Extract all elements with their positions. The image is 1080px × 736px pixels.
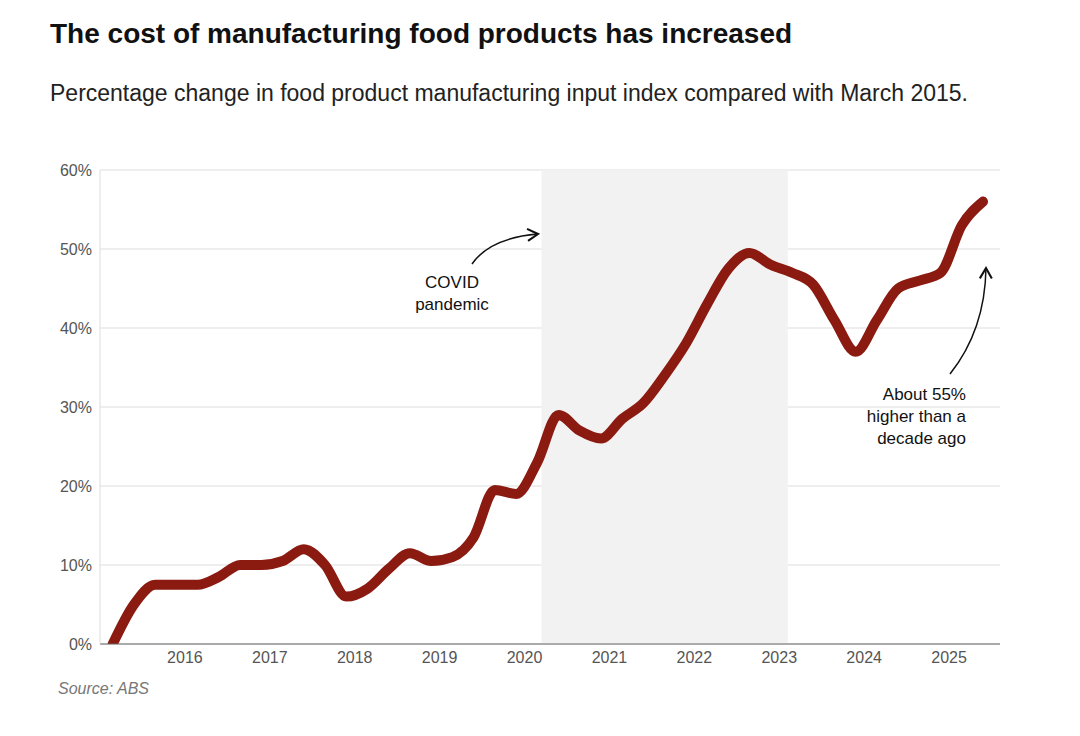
svg-text:50%: 50% xyxy=(60,241,92,258)
svg-text:2020: 2020 xyxy=(507,649,543,666)
html-text:Source: ABS: Source: ABS xyxy=(58,680,149,697)
html-text:Percentage change in food prod: Percentage change in food product manufa… xyxy=(50,80,968,106)
svg-text:2023: 2023 xyxy=(761,649,797,666)
svg-text:10%: 10% xyxy=(60,557,92,574)
svg-text:0%: 0% xyxy=(69,636,92,653)
svg-text:2025: 2025 xyxy=(931,649,967,666)
svg-text:20%: 20% xyxy=(60,478,92,495)
svg-text:COVIDpandemic: COVIDpandemic xyxy=(415,273,489,314)
svg-text:2017: 2017 xyxy=(252,649,288,666)
svg-text:30%: 30% xyxy=(60,399,92,416)
svg-text:2016: 2016 xyxy=(167,649,203,666)
svg-text:2018: 2018 xyxy=(337,649,373,666)
html-text:The cost of manufacturing food: The cost of manufacturing food products … xyxy=(50,18,793,49)
svg-text:2021: 2021 xyxy=(592,649,628,666)
svg-text:60%: 60% xyxy=(60,162,92,179)
svg-text:About 55%higher than adecade a: About 55%higher than adecade ago xyxy=(867,385,967,448)
svg-text:2019: 2019 xyxy=(422,649,458,666)
svg-text:40%: 40% xyxy=(60,320,92,337)
svg-text:2022: 2022 xyxy=(677,649,713,666)
svg-text:2024: 2024 xyxy=(846,649,882,666)
